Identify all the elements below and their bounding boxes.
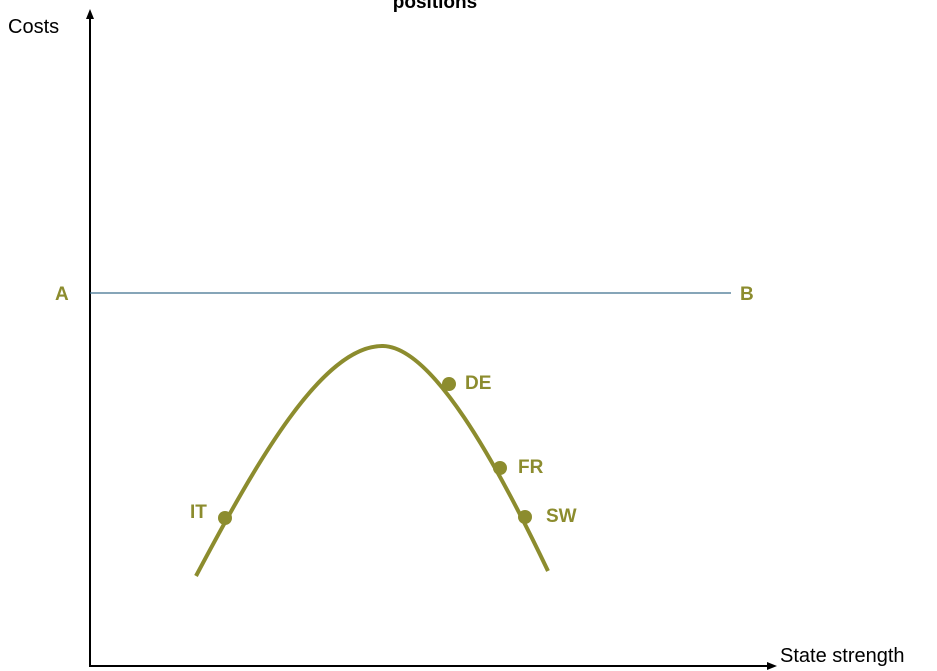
y-axis-label: Costs bbox=[8, 16, 59, 38]
threshold-start-label: A bbox=[55, 284, 69, 305]
point bbox=[493, 461, 507, 475]
point bbox=[218, 511, 232, 525]
curve bbox=[194, 343, 550, 577]
point-label: DE bbox=[465, 373, 491, 394]
point bbox=[442, 377, 456, 391]
x-axis-label: State strength bbox=[780, 645, 905, 667]
point-label: IT bbox=[190, 502, 207, 523]
point-label: FR bbox=[518, 457, 544, 478]
threshold-end-label: B bbox=[740, 284, 754, 305]
point-label: SW bbox=[546, 506, 577, 527]
diagram-title: positions bbox=[393, 0, 477, 13]
point bbox=[518, 510, 532, 524]
